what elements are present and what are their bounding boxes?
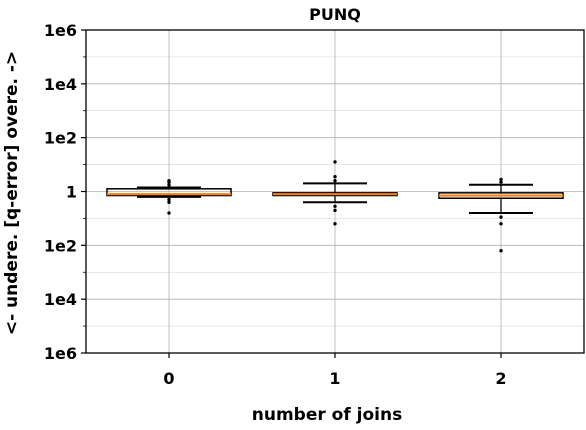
flier-point (333, 160, 337, 164)
chart-title: PUNQ (309, 5, 361, 24)
x-tick-label: 1 (329, 369, 340, 388)
box-group-2 (438, 177, 564, 253)
flier-point (499, 177, 503, 182)
flier-point (167, 197, 171, 202)
y-tick-label: 1 (66, 183, 77, 202)
x-tick-label: 2 (495, 369, 506, 388)
y-tick-label: 1e2 (44, 129, 77, 148)
y-tick-label: 1e4 (44, 75, 77, 94)
box-group-0 (106, 179, 232, 215)
flier-point (167, 183, 171, 187)
y-tick-label: 1e6 (44, 21, 77, 40)
flier-point (333, 208, 337, 213)
flier-point (499, 180, 503, 184)
flier-point (167, 211, 171, 215)
y-tick-label: 1e4 (44, 290, 77, 309)
x-axis-ticks: 0 1 2 (163, 353, 507, 388)
flier-point (499, 215, 503, 219)
flier-point (333, 179, 337, 183)
box-layer (106, 160, 564, 253)
flier-point (333, 222, 337, 226)
y-axis-label: <- undere. [q-error] overe. -> (2, 51, 22, 335)
x-tick-label: 0 (163, 369, 174, 388)
grid-layer (86, 29, 584, 354)
y-tick-label: 1e2 (44, 236, 77, 255)
y-axis-ticks: 1e6 1e4 1e2 1 1e2 1e4 1e6 (44, 21, 86, 363)
flier-point (499, 222, 503, 226)
flier-point (167, 200, 171, 204)
flier-point (167, 179, 171, 183)
x-axis-label: number of joins (252, 405, 402, 425)
flier-point (333, 174, 337, 179)
y-tick-label: 1e6 (44, 344, 77, 363)
box-group-1 (272, 160, 398, 226)
flier-point (499, 249, 503, 253)
flier-point (167, 185, 171, 190)
flier-point (333, 204, 337, 209)
